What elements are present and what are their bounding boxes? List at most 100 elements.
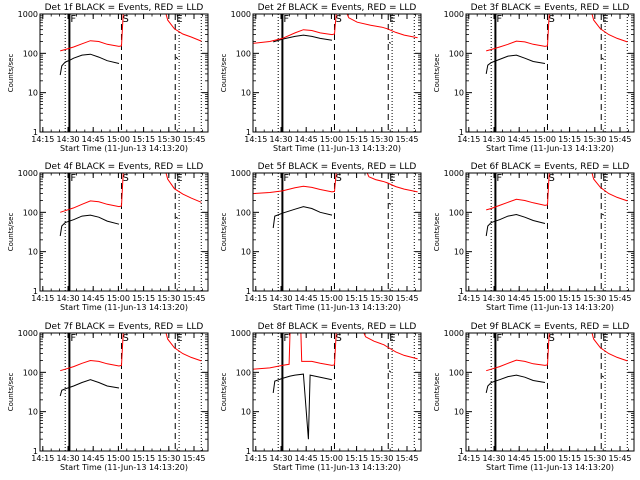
x-tick-label: 15:15: [132, 135, 155, 144]
x-tick-label: 14:45: [295, 294, 318, 303]
y-axis-label: Counts/sec: [433, 213, 441, 252]
series-lld-line: [486, 172, 550, 211]
x-tick-label: 15:00: [107, 135, 130, 144]
panel-det-4: Det 4f BLACK = Events, RED = LLD Counts/s…: [7, 162, 209, 312]
y-tick-label: 10: [454, 248, 464, 257]
y-tick-label: 100: [23, 49, 38, 58]
marker-label-s: S: [548, 333, 554, 344]
panel-det-1: Det 1f BLACK = Events, RED = LLD Counts/s…: [7, 3, 209, 153]
series-lld-line: [591, 172, 628, 202]
x-tick-label: 14:15: [244, 135, 267, 144]
y-tick-label: 1000: [18, 329, 38, 338]
series-events-line: [485, 213, 546, 237]
marker-label-s: S: [122, 333, 128, 344]
x-tick-label: 14:30: [269, 135, 292, 144]
y-tick-label: 10: [241, 89, 251, 98]
y-axis-label: Counts/sec: [7, 213, 15, 252]
x-axis-label: Start Time (11-Jun-13 14:13:20): [273, 144, 401, 153]
plot-frame: [39, 172, 209, 292]
y-tick-label: 10: [241, 248, 251, 257]
marker-label-f: F: [496, 14, 502, 25]
panel-det-5: Det 5f BLACK = Events, RED = LLD Counts/s…: [220, 162, 422, 312]
panel-title: Det 2f BLACK = Events, RED = LLD: [258, 3, 417, 13]
panel-det-7: Det 7f BLACK = Events, RED = LLD Counts/s…: [7, 322, 209, 472]
x-tick-label: 15:30: [583, 135, 606, 144]
series-events-line: [59, 214, 120, 237]
x-tick-label: 15:15: [558, 135, 581, 144]
marker-label-s: S: [122, 14, 128, 25]
series-lld-line: [486, 332, 550, 372]
y-tick-label: 100: [236, 208, 251, 217]
x-tick-label: 15:30: [370, 135, 393, 144]
series-lld-line: [486, 13, 550, 52]
y-tick-label: 1: [246, 128, 251, 137]
series-lld-line: [60, 332, 124, 372]
marker-label-s: S: [548, 173, 554, 184]
y-tick-label: 1: [246, 287, 251, 296]
marker-label-f: F: [283, 173, 289, 184]
x-axis-label: Start Time (11-Jun-13 14:13:20): [486, 463, 614, 472]
y-tick-label: 1: [33, 447, 38, 456]
y-tick-label: 1: [33, 287, 38, 296]
series-lld-line: [366, 172, 418, 193]
x-tick-label: 15:15: [345, 454, 368, 463]
y-tick-label: 100: [236, 49, 251, 58]
series-lld-line: [60, 172, 124, 213]
y-tick-label: 1000: [444, 329, 464, 338]
x-tick-label: 15:45: [182, 294, 205, 303]
x-tick-label: 14:15: [244, 454, 267, 463]
x-tick-label: 14:15: [457, 454, 480, 463]
panel-title: Det 7f BLACK = Events, RED = LLD: [45, 322, 204, 332]
y-tick-label: 1: [246, 447, 251, 456]
series-events-line: [59, 53, 120, 76]
series-events-line: [59, 379, 120, 397]
plot-frame: [465, 172, 635, 292]
marker-label-e: E: [176, 14, 182, 25]
series-events-line: [388, 41, 392, 44]
x-axis-label: Start Time (11-Jun-13 14:13:20): [273, 303, 401, 312]
series-lld-line: [363, 332, 418, 360]
plot-frame: [39, 13, 209, 133]
x-tick-label: 14:15: [457, 135, 480, 144]
series-lld-line: [591, 332, 628, 362]
y-tick-label: 10: [28, 89, 38, 98]
panel-title: Det 9f BLACK = Events, RED = LLD: [471, 322, 630, 332]
x-tick-label: 15:30: [157, 135, 180, 144]
series-lld-line: [165, 332, 202, 362]
y-tick-label: 1000: [18, 10, 38, 19]
x-tick-label: 14:45: [295, 135, 318, 144]
plot-frame: [252, 172, 422, 292]
marker-label-s: S: [335, 173, 341, 184]
x-tick-label: 15:30: [370, 454, 393, 463]
marker-label-s: S: [335, 333, 341, 344]
x-tick-label: 14:45: [82, 294, 105, 303]
x-tick-label: 15:30: [583, 294, 606, 303]
x-tick-label: 15:45: [608, 454, 631, 463]
panel-title: Det 1f BLACK = Events, RED = LLD: [45, 3, 204, 13]
x-tick-label: 15:00: [533, 454, 556, 463]
x-tick-label: 14:30: [482, 135, 505, 144]
marker-label-e: E: [176, 173, 182, 184]
series-events-line: [601, 57, 605, 60]
marker-label-f: F: [496, 173, 502, 184]
marker-label-e: E: [389, 333, 395, 344]
series-lld-line: [60, 13, 124, 52]
y-tick-label: 10: [28, 408, 38, 417]
x-tick-label: 15:45: [608, 294, 631, 303]
y-tick-label: 1000: [444, 169, 464, 178]
y-axis-label: Counts/sec: [7, 373, 15, 412]
x-tick-label: 15:15: [132, 294, 155, 303]
series-events-line: [485, 54, 546, 74]
marker-label-e: E: [389, 173, 395, 184]
marker-label-s: S: [548, 14, 554, 25]
y-tick-label: 10: [454, 408, 464, 417]
x-tick-label: 15:30: [157, 294, 180, 303]
panel-title: Det 4f BLACK = Events, RED = LLD: [45, 162, 204, 172]
series-events-line: [485, 374, 546, 394]
x-axis-label: Start Time (11-Jun-13 14:13:20): [60, 303, 188, 312]
marker-label-f: F: [283, 14, 289, 25]
marker-label-f: F: [70, 14, 76, 25]
x-axis-label: Start Time (11-Jun-13 14:13:20): [486, 144, 614, 153]
panel-det-3: Det 3f BLACK = Events, RED = LLD Counts/s…: [433, 3, 635, 153]
